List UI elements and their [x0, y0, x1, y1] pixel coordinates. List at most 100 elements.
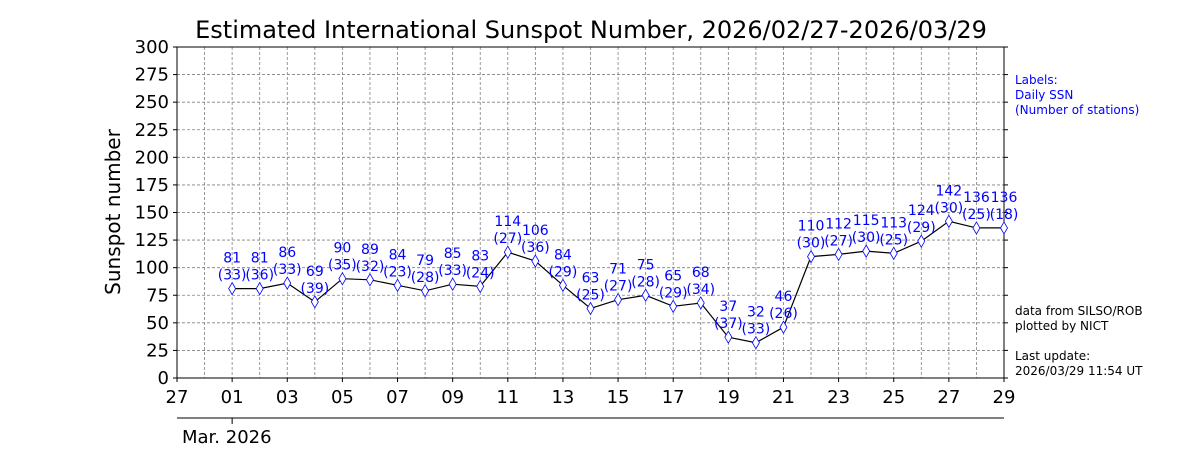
x-tick-label: 09 [441, 387, 464, 408]
ssn-point [614, 292, 623, 307]
ssn-value-label: 71 [609, 262, 627, 278]
ssn-point [338, 271, 347, 286]
ssn-value-label: 32 [747, 305, 765, 321]
ssn-value-label: 90 [333, 241, 351, 257]
station-count-label: (18) [990, 207, 1019, 223]
ssn-point [283, 276, 292, 290]
x-tick-label: 21 [772, 387, 795, 408]
x-tick-label: 17 [662, 387, 685, 408]
ssn-value-label: 113 [880, 215, 907, 231]
ssn-value-label: 75 [637, 257, 655, 273]
y-tick-label: 150 [135, 203, 169, 224]
ssn-value-label: 106 [522, 223, 549, 239]
ssn-value-label: 112 [825, 216, 852, 232]
y-tick-label: 75 [146, 285, 169, 306]
y-tick-label: 250 [135, 92, 169, 113]
station-count-label: (25) [962, 207, 991, 223]
ssn-point [641, 288, 650, 303]
ssn-point [917, 234, 926, 248]
ssn-value-label: 46 [775, 289, 793, 305]
ssn-point [310, 295, 319, 309]
ssn-value-label: 85 [444, 246, 462, 262]
station-count-label: (24) [466, 265, 495, 281]
ssn-point [972, 221, 981, 235]
ssn-point [421, 284, 430, 298]
ssn-value-label: 110 [798, 219, 825, 235]
y-tick-label: 225 [135, 120, 169, 141]
station-count-label: (36) [521, 240, 550, 256]
x-tick-label: 01 [221, 387, 244, 408]
station-count-label: (30) [852, 230, 881, 246]
ssn-value-label: 81 [251, 251, 269, 267]
ssn-point [586, 301, 595, 316]
y-tick-label: 0 [158, 368, 169, 389]
station-count-label: (33) [218, 268, 247, 284]
labels-note-heading: Labels: [1015, 73, 1058, 87]
y-tick-label: 175 [135, 175, 169, 196]
ssn-value-label: 65 [664, 268, 682, 284]
ssn-point [1000, 221, 1008, 235]
x-tick-label: 19 [717, 387, 740, 408]
y-tick-label: 300 [135, 37, 169, 58]
ssn-value-label: 84 [389, 247, 407, 263]
x-tick-label: 27 [937, 387, 960, 408]
ssn-point [476, 279, 485, 294]
ssn-value-label: 63 [582, 270, 600, 286]
y-axis-label: Sunspot number [101, 128, 125, 294]
station-count-label: (39) [300, 281, 329, 297]
x-tick-label: 15 [607, 387, 630, 408]
ssn-point [862, 244, 871, 258]
ssn-value-label: 86 [278, 245, 296, 261]
station-count-label: (27) [824, 233, 853, 249]
grid [177, 47, 1004, 378]
y-tick-label: 25 [146, 340, 169, 361]
station-count-label: (28) [411, 270, 440, 286]
update-note-line1: Last update: [1015, 349, 1090, 363]
station-count-label: (25) [879, 232, 908, 248]
station-count-label: (27) [604, 279, 633, 295]
chart-title: Estimated International Sunspot Number, … [195, 16, 987, 44]
ssn-value-label: 142 [935, 183, 962, 199]
station-count-label: (27) [493, 231, 522, 247]
ssn-point [779, 320, 788, 335]
side-notes: Labels: Daily SSN (Number of stations) d… [1015, 73, 1143, 378]
x-tick-label: 23 [827, 387, 850, 408]
ssn-value-label: 115 [853, 213, 880, 229]
ssn-value-label: 124 [908, 203, 935, 219]
labels-note-line1: Daily SSN [1015, 88, 1073, 102]
ssn-point [531, 254, 540, 268]
ssn-point [558, 278, 567, 293]
station-count-label: (35) [328, 258, 357, 274]
station-count-label: (33) [438, 263, 467, 279]
station-count-label: (28) [631, 274, 660, 290]
source-note-line1: data from SILSO/ROB [1015, 304, 1143, 318]
ssn-value-label: 89 [361, 242, 379, 258]
x-tick-label: 05 [331, 387, 354, 408]
ssn-value-label: 136 [963, 190, 990, 206]
x-tick-label: 25 [882, 387, 905, 408]
ssn-point [669, 299, 678, 314]
station-count-label: (34) [686, 282, 715, 298]
station-count-label: (33) [742, 322, 771, 338]
labels-note-line2: (Number of stations) [1015, 103, 1139, 117]
station-count-label: (37) [714, 316, 743, 332]
ssn-point [255, 281, 264, 296]
ssn-point [503, 245, 512, 260]
y-tick-label: 200 [135, 147, 169, 168]
ssn-point [448, 277, 457, 292]
x-tick-label: 03 [276, 387, 299, 408]
ssn-point [393, 278, 402, 293]
ssn-point [807, 249, 815, 264]
station-count-label: (33) [273, 262, 302, 278]
ssn-value-label: 79 [416, 253, 434, 269]
y-tick-label: 125 [135, 230, 169, 251]
station-count-label: (29) [659, 285, 688, 301]
x-axis: 27 01 03 05 07 09 11 13 15 17 19 21 23 25 27 29 [166, 378, 1015, 424]
x-tick-label: 07 [386, 387, 409, 408]
ssn-point [889, 246, 898, 261]
ssn-value-label: 84 [554, 247, 572, 263]
ssn-series [228, 214, 1008, 350]
month-label: Mar. 2026 [182, 427, 272, 448]
ssn-value-label: 37 [719, 299, 737, 315]
